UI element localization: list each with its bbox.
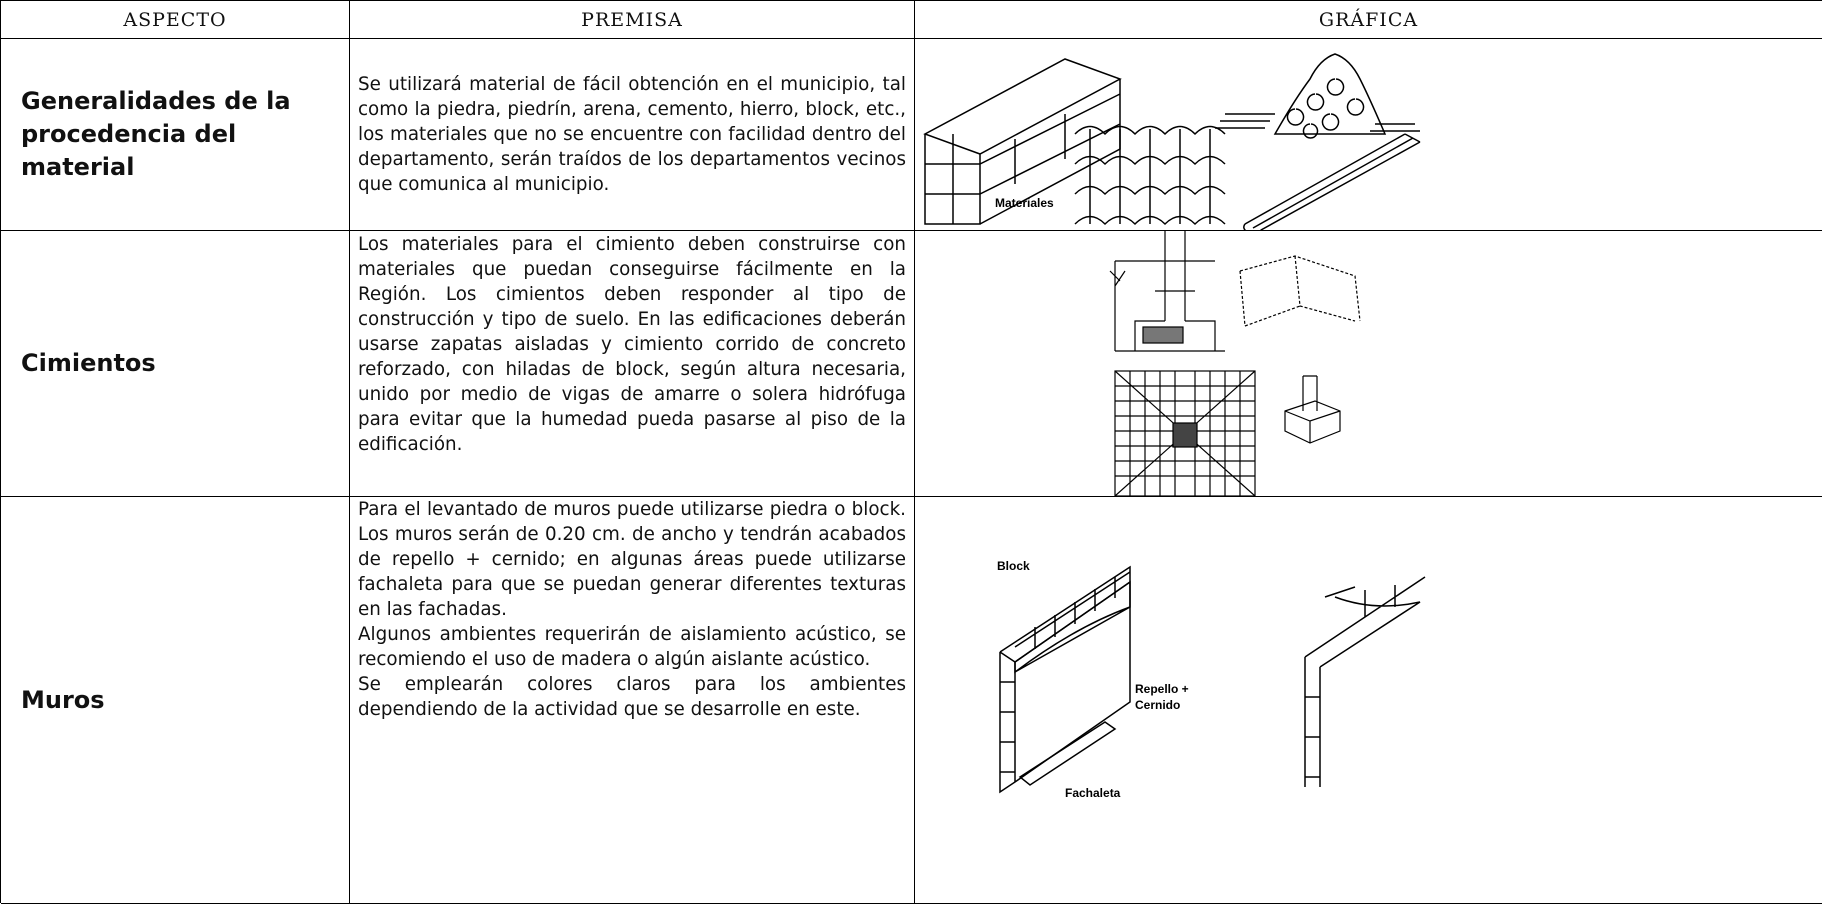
paragraph: Se emplearán colores claros para los amb… <box>358 674 906 720</box>
graphic-label: Repello + <box>1135 682 1189 696</box>
graphic-label: Materiales <box>995 196 1054 210</box>
aspect: Muros <box>1 497 350 904</box>
header-cell: PREMISA <box>350 1 915 39</box>
paragraph: Algunos ambientes requerirán de aislamie… <box>358 624 906 670</box>
premise: Se utilizará material de fácil obtención… <box>350 39 915 231</box>
premise: Para el levantado de muros puede utiliza… <box>350 497 915 904</box>
header-cell: GRÁFICA <box>915 1 1822 39</box>
graphic: Materiales <box>915 39 1822 231</box>
aspect: Generalidades de la procedencia del mate… <box>1 39 350 231</box>
foundations-drawing <box>1109 231 1361 496</box>
aspect: Cimientos <box>1 231 350 497</box>
graphic-label: Block <box>997 559 1030 573</box>
walls-drawing: Block Repello + Cernido Fachaleta <box>997 559 1426 800</box>
graphic <box>915 231 1822 497</box>
paragraph: Para el levantado de muros puede utiliza… <box>358 499 906 620</box>
premise: Los materiales para el cimiento deben co… <box>350 231 915 497</box>
graphic: Block Repello + Cernido Fachaleta <box>915 497 1822 904</box>
materials-drawing: Materiales <box>923 53 1421 230</box>
graphic-label: Cernido <box>1135 698 1180 712</box>
graphic-label: Fachaleta <box>1065 786 1121 800</box>
paragraph: Los materiales para el cimiento deben co… <box>358 234 906 455</box>
paragraph: Se utilizará material de fácil obtención… <box>358 74 906 195</box>
header-cell: ASPECTO <box>1 1 350 39</box>
